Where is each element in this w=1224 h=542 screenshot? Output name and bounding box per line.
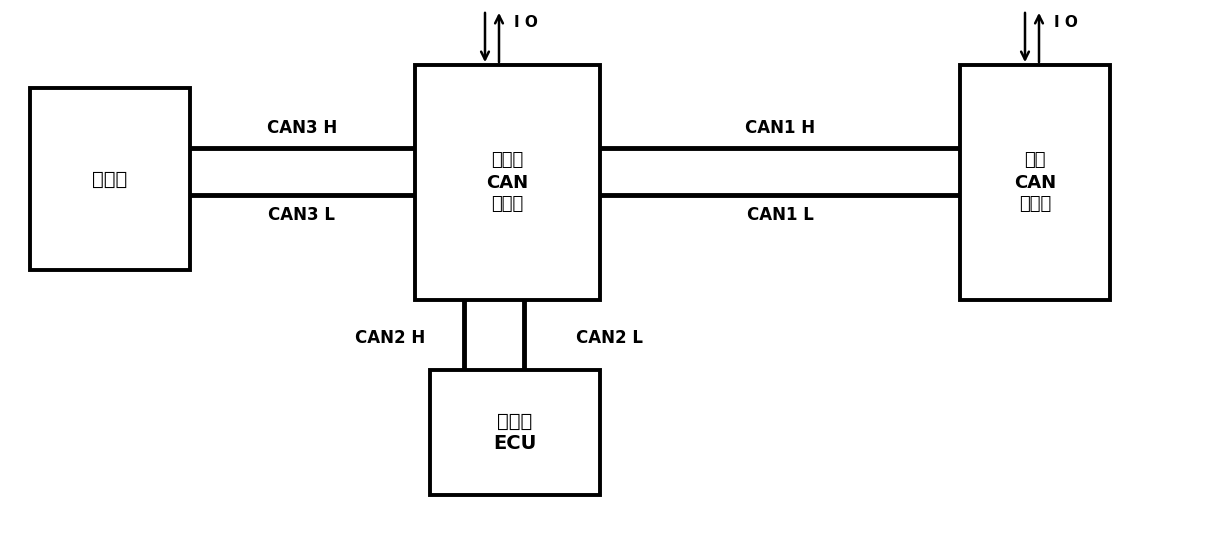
- Text: CAN3 L: CAN3 L: [268, 206, 335, 224]
- Text: I O: I O: [1054, 15, 1078, 30]
- Bar: [430, 370, 600, 495]
- Bar: [415, 65, 600, 300]
- Text: ECU: ECU: [493, 434, 536, 453]
- Text: CAN: CAN: [486, 173, 529, 191]
- Bar: [960, 65, 1110, 300]
- Text: CAN1 L: CAN1 L: [747, 206, 814, 224]
- Text: CAN1 H: CAN1 H: [745, 119, 815, 137]
- Text: 控制器: 控制器: [1018, 196, 1051, 214]
- Text: CAN3 H: CAN3 H: [267, 119, 337, 137]
- Text: 发动机: 发动机: [497, 412, 532, 431]
- Text: 箱体: 箱体: [1024, 152, 1045, 170]
- Text: CAN2 L: CAN2 L: [577, 329, 644, 347]
- Bar: [31, 88, 190, 270]
- Text: 驾驶室: 驾驶室: [491, 152, 524, 170]
- Text: 控制器: 控制器: [491, 196, 524, 214]
- Text: I O: I O: [514, 15, 537, 30]
- Text: 触摸屏: 触摸屏: [92, 170, 127, 189]
- Text: CAN2 H: CAN2 H: [355, 329, 425, 347]
- Text: CAN: CAN: [1013, 173, 1056, 191]
